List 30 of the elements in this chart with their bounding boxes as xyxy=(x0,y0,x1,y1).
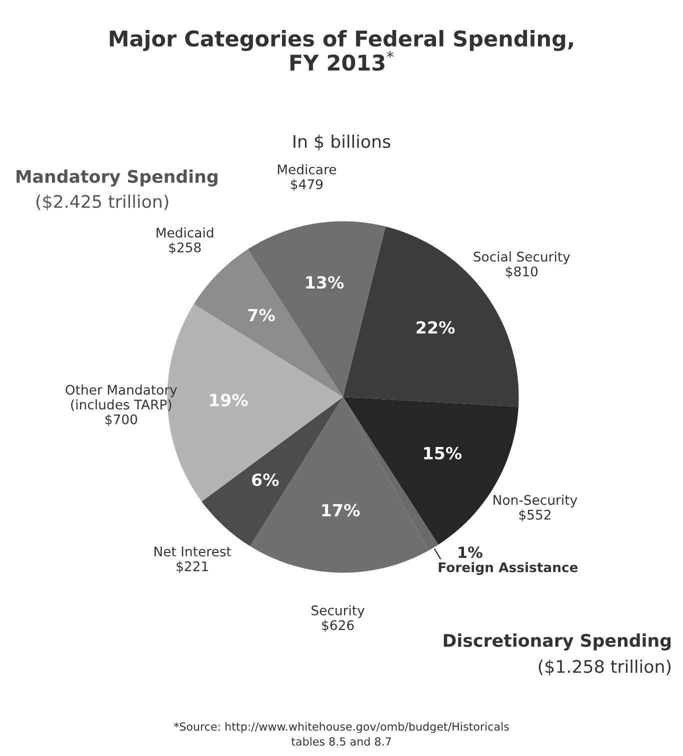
text: 19% xyxy=(210,394,248,406)
slice-label: Net Interest xyxy=(154,546,232,556)
data-label: $810 xyxy=(506,266,538,278)
chart-subtitle: In $ billions xyxy=(294,134,390,150)
slice-label: Foreign Assistance xyxy=(438,562,578,575)
text: 15% xyxy=(424,446,462,460)
text: *Source: http://www.whitehouse.gov/omb/budget/Historicals tables 8.5 and 8.7 xyxy=(174,722,509,746)
text: 1% xyxy=(458,546,482,558)
slice-label: Social Security xyxy=(474,251,570,264)
chart-title: Major Categories of Federal Spending, FY 2013$^{*}$ xyxy=(110,30,573,71)
data-label: $552 xyxy=(519,510,550,522)
text: 6% xyxy=(252,473,279,486)
slice-label: Security xyxy=(312,605,364,618)
text: ($1.258 trillion) xyxy=(538,660,671,676)
data-label: $258 xyxy=(169,242,201,254)
text: 22% xyxy=(416,321,455,334)
data-label: $479 xyxy=(291,178,323,191)
text: Discretionary Spending xyxy=(444,634,671,650)
text: ($2.425 trillion) xyxy=(36,194,168,210)
data-label: $626 xyxy=(322,620,354,632)
slice-label: Non-Security xyxy=(494,494,578,508)
text: 13% xyxy=(306,276,344,289)
slice-label: Medicaid xyxy=(156,227,214,238)
slice-label: Medicare xyxy=(278,164,336,174)
text: 17% xyxy=(322,504,360,517)
text: Mandatory Spending xyxy=(16,170,218,186)
slice-label: Other Mandatory (includes TARP) xyxy=(66,384,177,412)
data-label: $700 xyxy=(105,414,138,426)
text: 7% xyxy=(248,308,275,322)
data-label: $221 xyxy=(176,561,208,574)
